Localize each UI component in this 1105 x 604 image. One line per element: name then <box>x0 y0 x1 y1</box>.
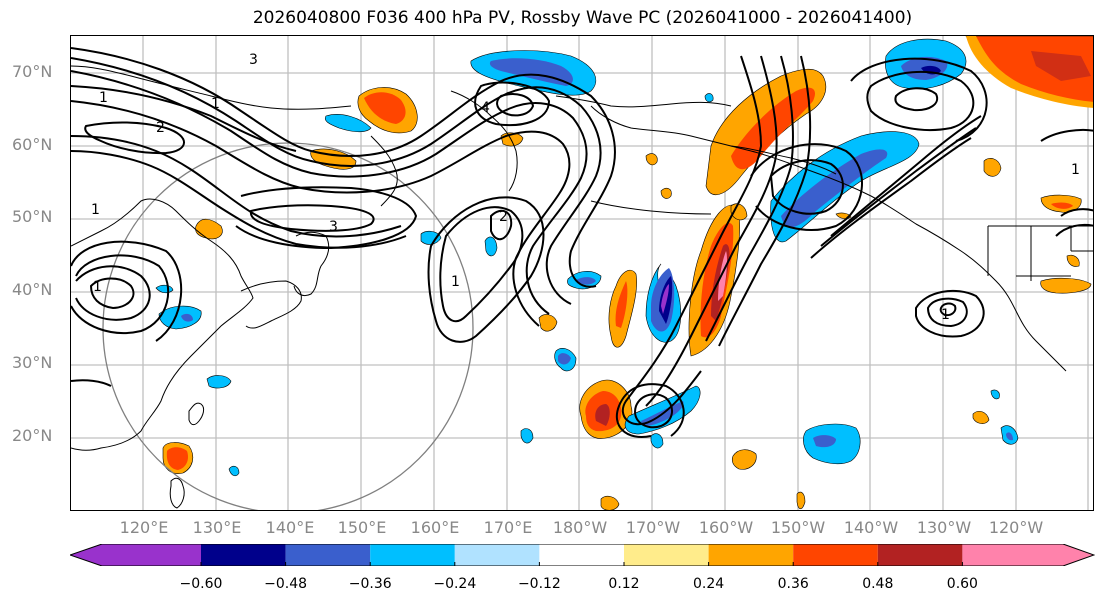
colorbar-tick-label: −0.48 <box>264 576 308 592</box>
colorbar-tick-label: 0.12 <box>608 576 640 592</box>
contour-label: 3 <box>329 219 338 235</box>
lon-label-140e: 140°E <box>265 518 315 537</box>
colorbar-bin <box>793 544 878 566</box>
colorbar-tick-label: −0.60 <box>179 576 223 592</box>
pv-negative-anomalies <box>155 38 1019 477</box>
lon-label-150w: 150°W <box>770 518 826 537</box>
contour-label: 4 <box>481 100 490 116</box>
contour-label: 1 <box>93 279 102 295</box>
chart-title: 2026040800 F036 400 hPa PV, Rossby Wave … <box>252 8 913 28</box>
colorbar-tick-label: −0.36 <box>348 576 392 592</box>
lon-label-160e: 160°E <box>410 518 460 537</box>
colorbar-bin <box>624 544 709 566</box>
lon-label-170w: 170°W <box>625 518 681 537</box>
colorbar-tick-label: 0.36 <box>777 576 809 592</box>
lon-label-170e: 170°E <box>483 518 533 537</box>
colorbar-bin <box>70 544 201 566</box>
colorbar-tick-label: −0.24 <box>433 576 477 592</box>
lat-label-30n: 30°N <box>12 353 53 372</box>
contour-label: 2 <box>499 209 508 225</box>
lon-label-120e: 120°E <box>119 518 169 537</box>
lon-label-150e: 150°E <box>337 518 387 537</box>
colorbar-bin <box>539 544 624 566</box>
gridlines <box>71 36 1093 510</box>
contour-labels: 1 1 2 3 3 4 2 1 1 1 1 1 <box>91 52 1080 323</box>
lon-label-180w: 180°W <box>552 518 608 537</box>
map-panel[interactable]: 1 1 2 3 3 4 2 1 1 1 1 1 <box>70 35 1094 511</box>
range-circle <box>102 142 474 510</box>
colorbar-bin <box>877 544 963 566</box>
colorbar-tick-label: 0.24 <box>693 576 725 592</box>
lon-label-130e: 130°E <box>192 518 242 537</box>
lat-label-70n: 70°N <box>12 62 53 81</box>
contour-label: 1 <box>99 90 108 106</box>
lat-label-60n: 60°N <box>12 135 53 154</box>
contour-label: 1 <box>451 274 460 290</box>
lon-label-160w: 160°W <box>698 518 754 537</box>
colorbar-bin <box>370 544 455 566</box>
lat-label-50n: 50°N <box>12 207 53 226</box>
colorbar-bin <box>285 544 371 566</box>
colorbar-tick-label: −0.12 <box>517 576 561 592</box>
lon-label-130w: 130°W <box>916 518 972 537</box>
colorbar-tick-label: 0.60 <box>946 576 978 592</box>
lat-label-40n: 40°N <box>12 280 53 299</box>
contour-label: 1 <box>211 96 220 112</box>
colorbar-tick-label: 0.48 <box>862 576 894 592</box>
colorbar-outline <box>70 544 1095 566</box>
contour-label: 1 <box>941 307 950 323</box>
colorbar <box>70 544 1095 566</box>
colorbar-bin <box>962 544 1094 566</box>
contour-label: 2 <box>156 120 165 136</box>
colorbar-bin <box>201 544 286 566</box>
colorbar-bin <box>454 544 540 566</box>
lon-label-120w: 120°W <box>988 518 1044 537</box>
lat-label-20n: 20°N <box>12 426 53 445</box>
contour-label: 3 <box>249 52 258 68</box>
contour-label: 1 <box>1071 162 1080 178</box>
map-canvas: 1 1 2 3 3 4 2 1 1 1 1 1 <box>71 36 1093 510</box>
lon-label-140w: 140°W <box>843 518 899 537</box>
contour-label: 1 <box>91 202 100 218</box>
pv-contours <box>71 47 1093 438</box>
colorbar-bin <box>708 544 794 566</box>
